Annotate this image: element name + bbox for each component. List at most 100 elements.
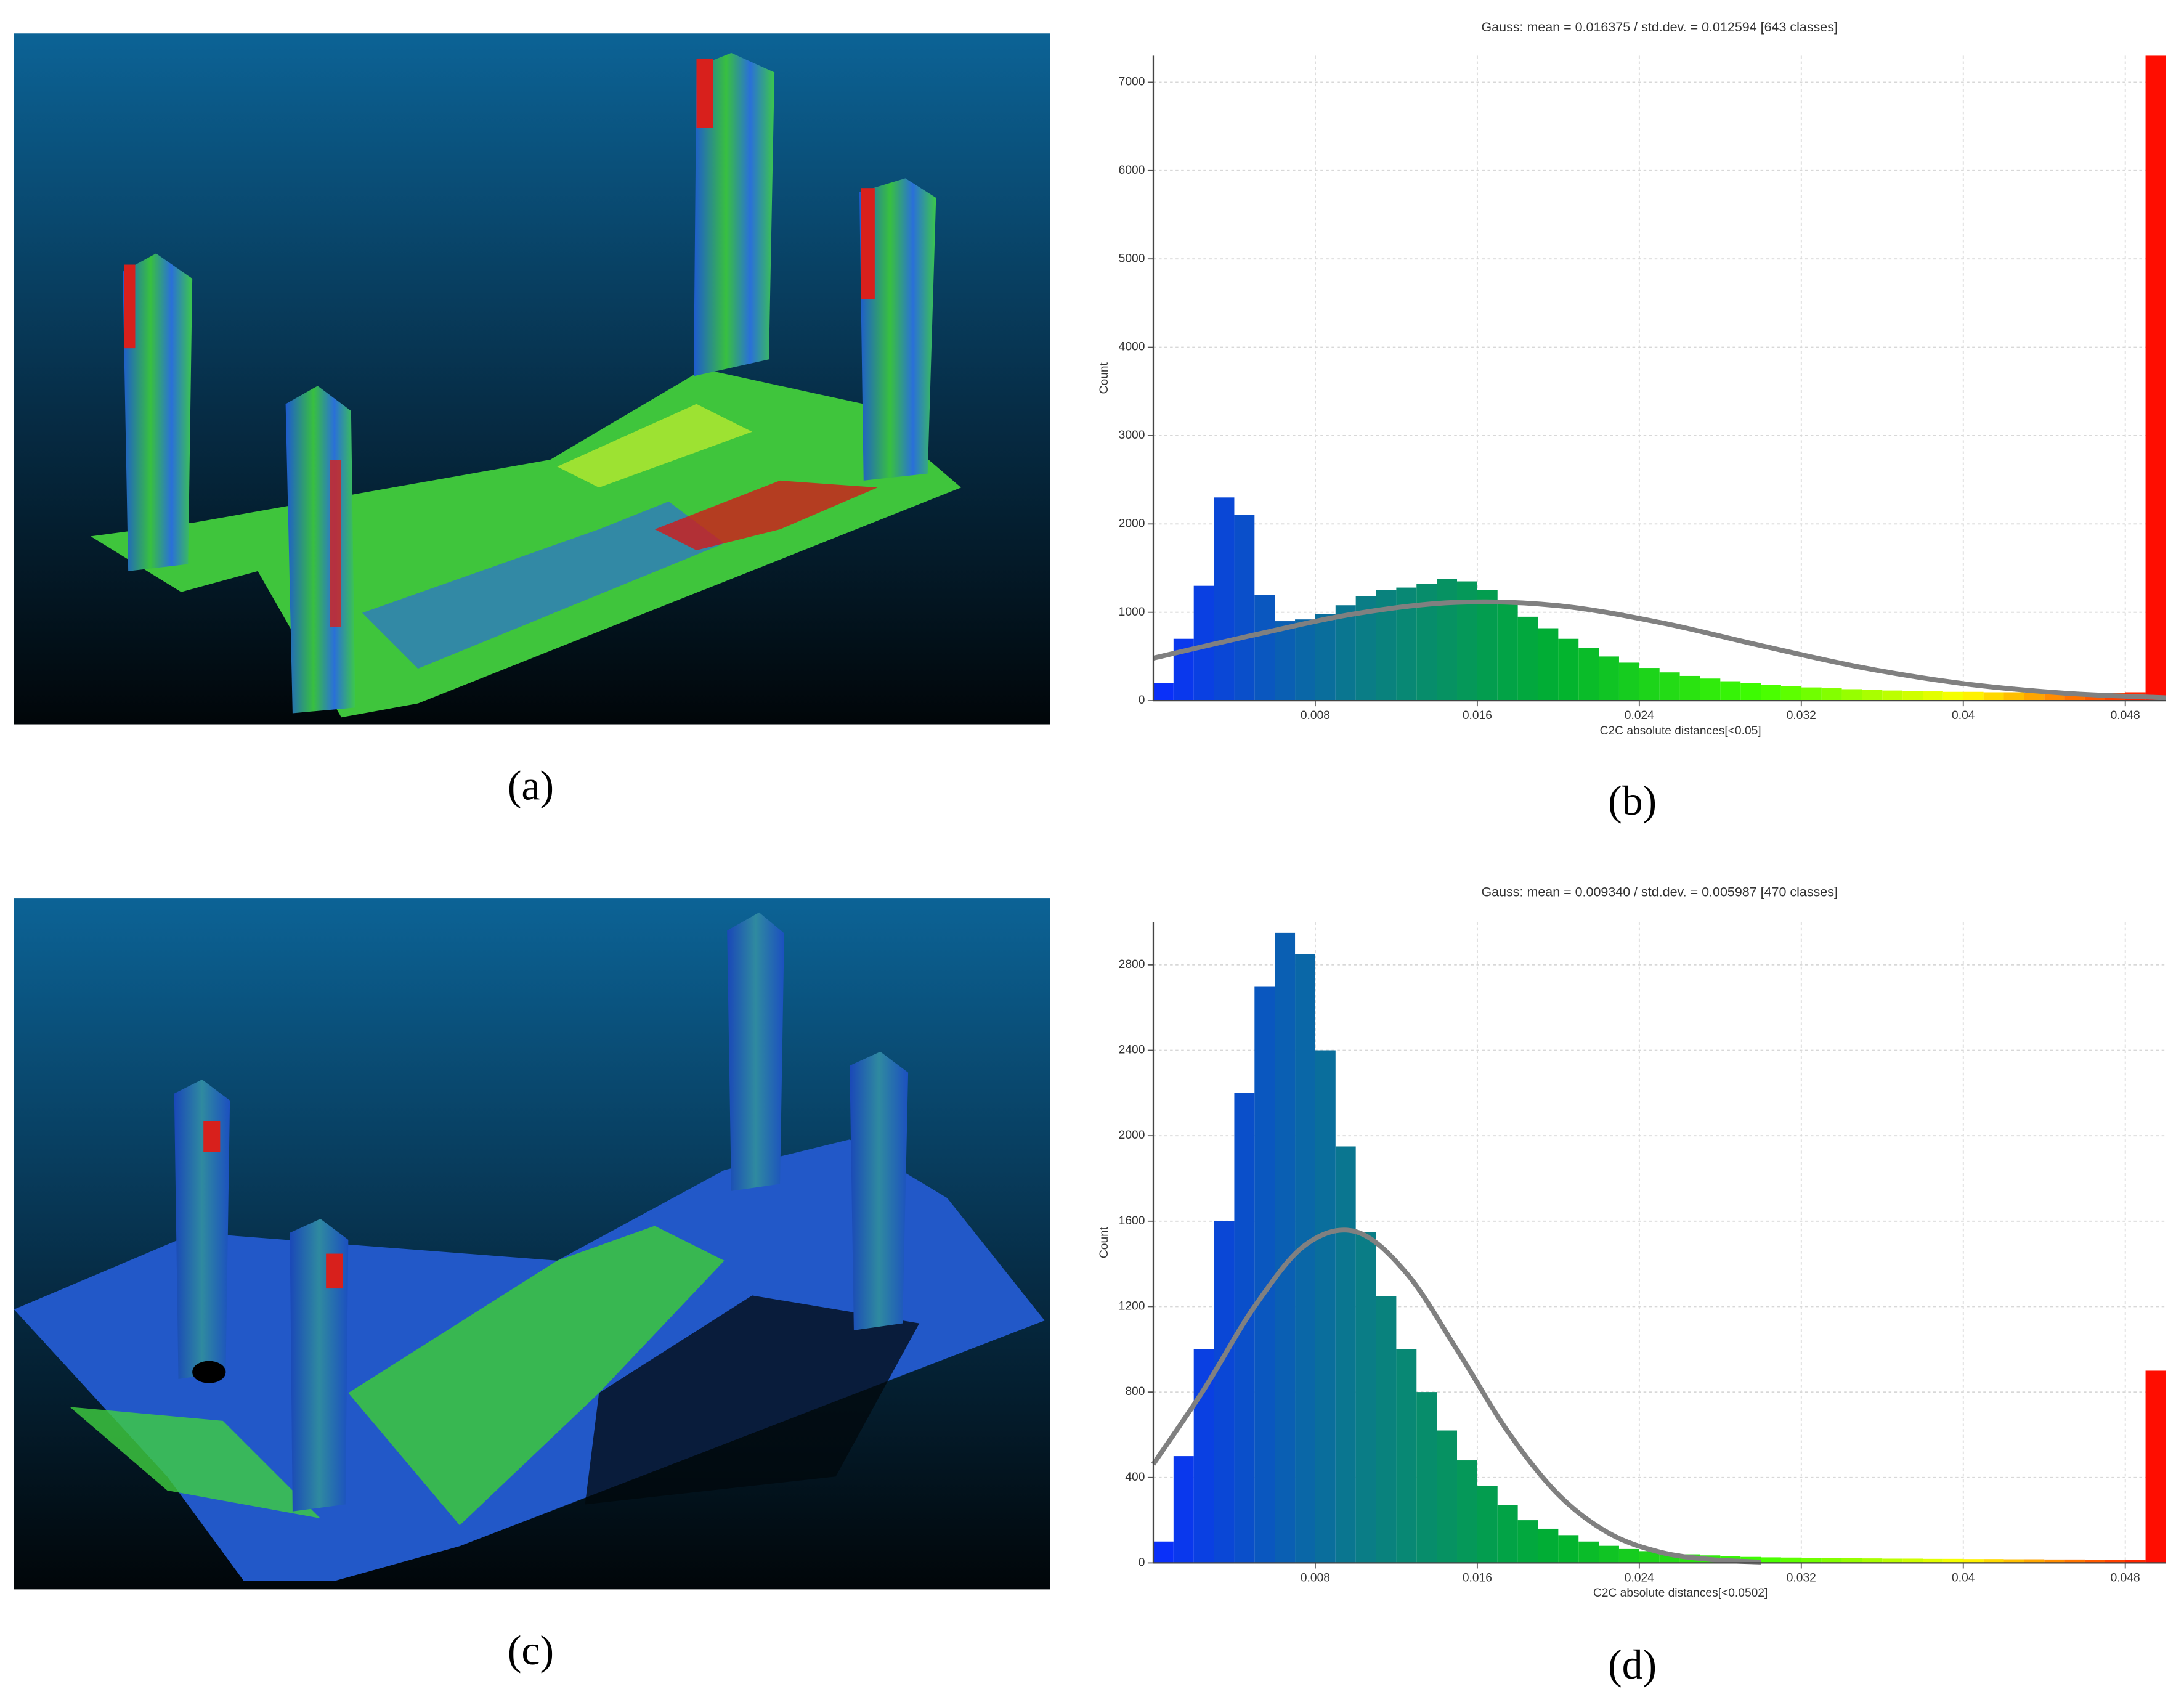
patch [124, 264, 136, 349]
patch [696, 58, 713, 128]
histogram-bar [1599, 656, 1619, 701]
y-tick-label: 7000 [1119, 76, 1145, 89]
pillar [290, 1219, 349, 1512]
y-tick-label: 6000 [1119, 164, 1145, 177]
pillar [123, 253, 193, 571]
histogram-bar [1335, 605, 1356, 701]
x-tick-label: 0.016 [1463, 709, 1492, 722]
histogram-bar [1700, 678, 1721, 701]
x-axis-label: C2C absolute distances[<0.0502] [1593, 1587, 1768, 1600]
gauss-fit [1151, 1227, 1761, 1565]
histogram-bar [1599, 1545, 1619, 1563]
y-tick-label: 4000 [1119, 341, 1145, 354]
y-tick-label: 1200 [1119, 1300, 1145, 1313]
histogram-bar [1497, 1505, 1518, 1563]
y-tick-label: 2400 [1119, 1044, 1145, 1057]
histogram-bar [1659, 672, 1680, 701]
histogram-bar [1315, 1050, 1336, 1563]
y-tick-label: 400 [1125, 1471, 1145, 1484]
histogram-bar [1923, 1558, 1943, 1563]
histogram-bar [1983, 692, 2004, 701]
x-tick-label: 0.048 [2111, 709, 2140, 722]
y-tick-label: 1000 [1119, 606, 1145, 619]
chart-title: Gauss: mean = 0.016375 / std.dev. = 0.01… [1481, 20, 1837, 35]
x-tick-label: 0.032 [1787, 709, 1816, 722]
histogram-bar [1882, 690, 1903, 701]
histogram-bar [1639, 1551, 1660, 1563]
histogram-bar [1295, 954, 1315, 1563]
patch [585, 1295, 920, 1505]
histogram-bar [1254, 595, 1275, 701]
y-tick-label: 2800 [1119, 958, 1145, 971]
histogram-bar [1396, 1349, 1417, 1563]
histogram-bar [1315, 614, 1336, 701]
x-axis-label: C2C absolute distances[<0.05] [1600, 725, 1761, 738]
histogram-bar [1193, 1349, 1214, 1563]
patch [192, 1361, 226, 1383]
panel-label: (d) [1608, 1642, 1657, 1688]
y-tick-label: 5000 [1119, 252, 1145, 265]
x-tick-label: 0.024 [1625, 709, 1654, 722]
histogram-bar [1477, 1486, 1498, 1563]
y-tick-label: 0 [1139, 1556, 1145, 1569]
histogram-bar [2064, 1559, 2085, 1563]
pillar [693, 52, 775, 376]
histogram-bar [1376, 1296, 1397, 1563]
y-tick-label: 3000 [1119, 429, 1145, 442]
histogram-bar [1558, 638, 1579, 701]
histogram-bar [1578, 1541, 1599, 1563]
histogram-bar [1254, 986, 1275, 1563]
y-tick-label: 2000 [1119, 517, 1145, 530]
histogram-bar [1437, 579, 1458, 701]
histogram-bar [1882, 1558, 1903, 1563]
histogram-bar [1639, 668, 1660, 701]
histogram-bar [1902, 1558, 1923, 1563]
histogram-bar [1902, 691, 1923, 701]
histogram-bar [2044, 1559, 2065, 1563]
panel-label: (a) [508, 762, 554, 808]
point-cloud-a [14, 33, 1050, 725]
histogram-bar [2024, 1559, 2045, 1563]
histogram-bar [2003, 692, 2024, 701]
histogram-bar [1923, 691, 1943, 701]
pillar [850, 1051, 909, 1330]
histogram-bar [1983, 1559, 2004, 1563]
patch [654, 480, 878, 550]
histogram-bar [1153, 1541, 1174, 1563]
patch [330, 460, 342, 627]
histogram-bar [2003, 1559, 2024, 1563]
histogram-bar [1740, 683, 1761, 701]
histogram-bar [1457, 581, 1477, 701]
histogram-bar [2145, 1370, 2166, 1563]
panel-label: (c) [508, 1627, 554, 1674]
x-tick-label: 0.016 [1463, 1571, 1492, 1584]
histogram-bar [2145, 55, 2166, 701]
histogram-bar [1477, 590, 1498, 701]
histogram-bar [1862, 1558, 1883, 1563]
patch [348, 1226, 725, 1526]
histogram-bar [1234, 1093, 1255, 1563]
pillar [859, 178, 936, 481]
y-axis-label: Count [1098, 362, 1111, 394]
x-tick-label: 0.008 [1301, 709, 1330, 722]
histogram-bar [1679, 675, 1700, 701]
pillar [727, 912, 784, 1191]
panel-label: (b) [1608, 778, 1657, 824]
histogram-bar [1618, 1548, 1639, 1563]
histogram-bar [1517, 1520, 1538, 1563]
histogram-bar [1618, 662, 1639, 701]
histogram-bar [1558, 1535, 1579, 1563]
histogram-bar [2105, 1560, 2125, 1563]
pillar [174, 1079, 230, 1380]
histogram-bar [2084, 1560, 2105, 1563]
histogram-bar [1153, 683, 1174, 701]
histogram-bar [1963, 691, 1984, 701]
histogram-chart: Gauss: mean = 0.009340 / std.dev. = 0.00… [1098, 885, 2166, 1600]
histogram-bar [2024, 693, 2045, 701]
chart-title: Gauss: mean = 0.009340 / std.dev. = 0.00… [1481, 885, 1837, 900]
histogram-bar [1437, 1430, 1458, 1563]
histogram-chart: Gauss: mean = 0.016375 / std.dev. = 0.01… [1098, 20, 2166, 738]
patch [326, 1253, 343, 1289]
x-tick-label: 0.04 [1952, 1571, 1975, 1584]
